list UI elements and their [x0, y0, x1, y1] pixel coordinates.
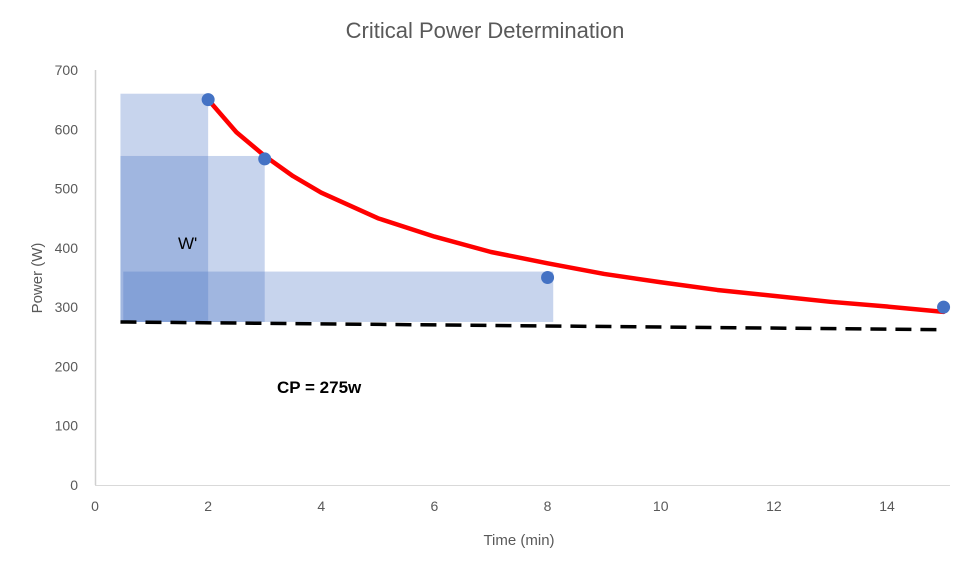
data-point	[937, 300, 951, 314]
w-prime-rects	[120, 93, 554, 322]
data-point	[541, 271, 555, 284]
power-fit-curve	[205, 97, 946, 315]
y-axis-label: Power (W)	[29, 243, 46, 314]
x-tick-label: 4	[317, 498, 325, 514]
y-tick-label: 500	[55, 181, 79, 197]
w-prime-rect-1	[120, 155, 265, 322]
x-tick-label: 14	[879, 498, 895, 514]
x-tick-label: 12	[766, 498, 782, 514]
y-ticks: 0 100 200 300 400 500 600 700	[55, 62, 79, 493]
chart-title: Critical Power Determination	[346, 18, 625, 43]
w-prime-rect-0	[120, 93, 209, 322]
data-point	[201, 93, 215, 107]
w-prime-label: W'	[178, 234, 197, 253]
data-point	[258, 152, 272, 166]
w-prime-rect-2	[123, 271, 554, 322]
y-tick-label: 400	[55, 240, 79, 256]
x-tick-label: 0	[91, 498, 99, 514]
x-tick-label: 10	[653, 498, 669, 514]
y-tick-label: 700	[55, 62, 79, 78]
x-tick-label: 2	[204, 498, 212, 514]
y-tick-label: 0	[70, 477, 78, 493]
x-axis-label: Time (min)	[483, 532, 554, 549]
cp-label: CP = 275w	[277, 378, 362, 397]
x-tick-label: 8	[544, 498, 552, 514]
cp-dashed-line	[120, 320, 944, 332]
y-tick-label: 200	[55, 358, 79, 374]
y-tick-label: 300	[55, 299, 79, 315]
y-tick-label: 600	[55, 121, 79, 137]
x-ticks: 0 2 4 6 8 10 12 14	[91, 498, 895, 514]
y-tick-label: 100	[55, 418, 79, 434]
x-tick-label: 6	[431, 498, 439, 514]
